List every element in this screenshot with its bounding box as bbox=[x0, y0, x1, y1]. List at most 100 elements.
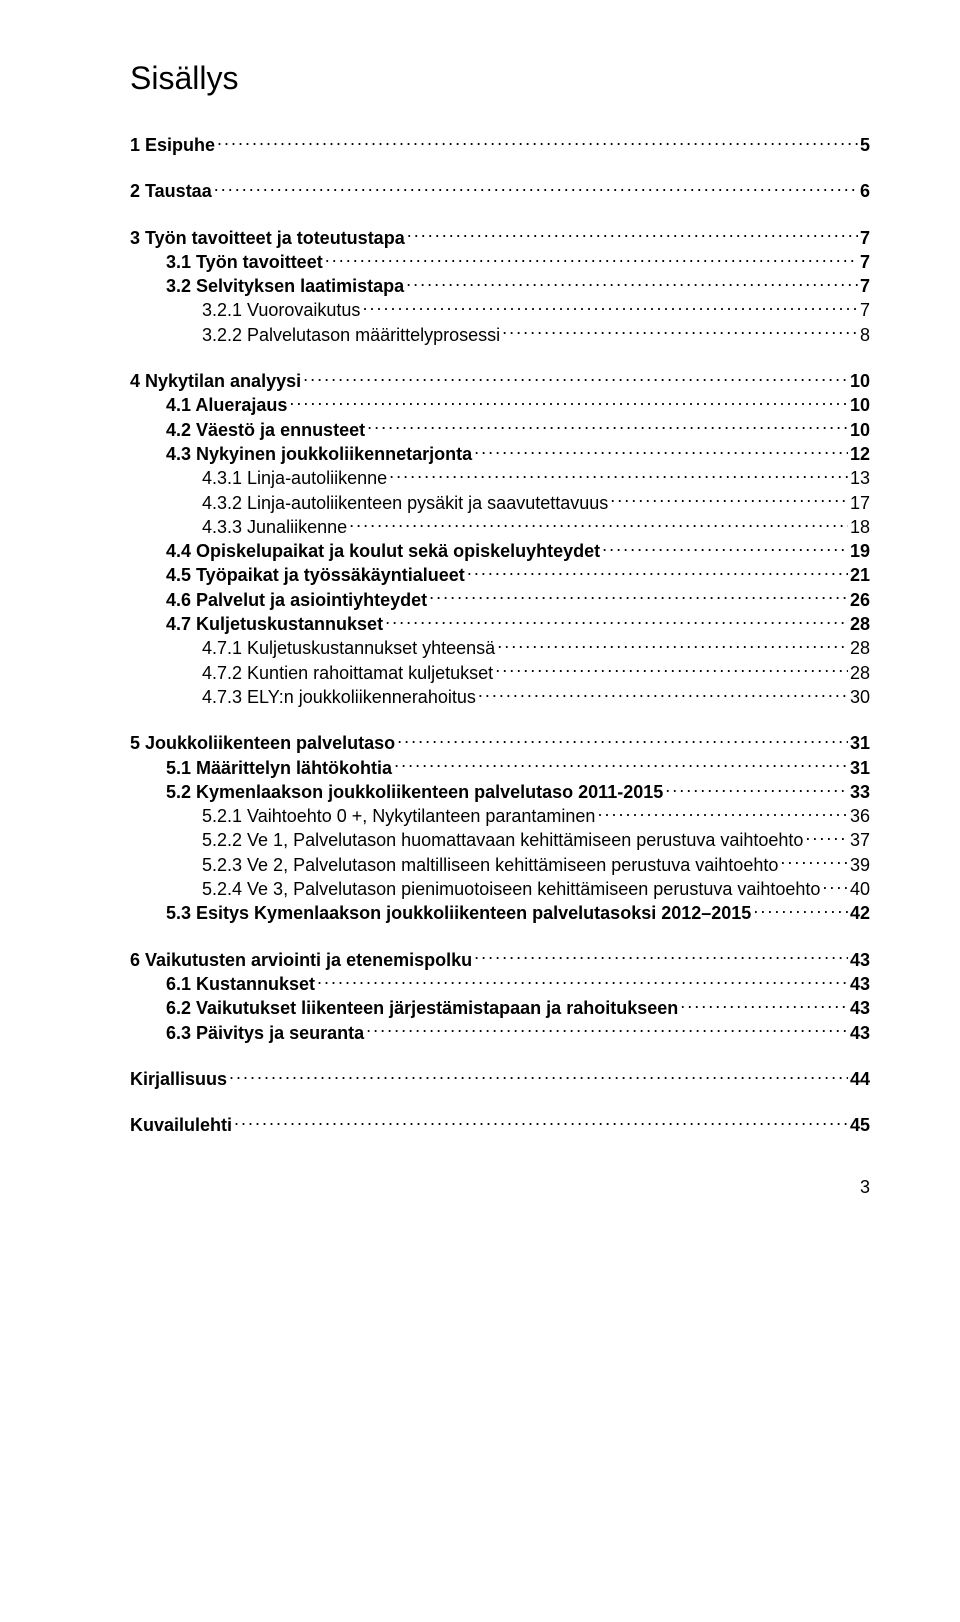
page-number: 3 bbox=[130, 1177, 870, 1198]
toc-entry-label: 5 Joukkoliikenteen palvelutaso bbox=[130, 731, 395, 755]
toc-entry: 1 Esipuhe5 bbox=[130, 133, 870, 157]
toc-entry-page: 10 bbox=[850, 393, 870, 417]
toc-leader-dots bbox=[495, 661, 848, 679]
toc-entry-page: 33 bbox=[850, 780, 870, 804]
toc-entry-page: 7 bbox=[860, 226, 870, 250]
toc-entry-page: 45 bbox=[850, 1113, 870, 1137]
toc-entry-page: 28 bbox=[850, 636, 870, 660]
toc-entry: 6.2 Vaikutukset liikenteen järjestämista… bbox=[166, 996, 870, 1020]
toc-entry-label: 6 Vaikutusten arviointi ja etenemispolku bbox=[130, 948, 472, 972]
toc-entry: 4.3.2 Linja-autoliikenteen pysäkit ja sa… bbox=[202, 491, 870, 515]
toc-entry-page: 28 bbox=[850, 612, 870, 636]
toc-entry-label: 3 Työn tavoitteet ja toteutustapa bbox=[130, 226, 405, 250]
toc-entry-page: 12 bbox=[850, 442, 870, 466]
toc-leader-dots bbox=[665, 780, 848, 798]
toc-entry-page: 19 bbox=[850, 539, 870, 563]
toc-leader-dots bbox=[502, 323, 858, 341]
toc-entry: 6.1 Kustannukset 43 bbox=[166, 972, 870, 996]
toc-entry: Kirjallisuus 44 bbox=[130, 1067, 870, 1091]
toc-entry: 5.2.2 Ve 1, Palvelutason huomattavaan ke… bbox=[202, 828, 870, 852]
toc-entry-page: 13 bbox=[850, 466, 870, 490]
toc-leader-dots bbox=[367, 418, 848, 436]
toc-entry-page: 8 bbox=[860, 323, 870, 347]
toc-entry-label: 4.3 Nykyinen joukkoliikennetarjonta bbox=[166, 442, 472, 466]
toc-entry-label: 6.1 Kustannukset bbox=[166, 972, 315, 996]
toc-entry: 5 Joukkoliikenteen palvelutaso 31 bbox=[130, 731, 870, 755]
toc-leader-dots bbox=[602, 539, 848, 557]
toc-leader-dots bbox=[822, 877, 848, 895]
toc-entry: 3.2 Selvityksen laatimistapa7 bbox=[166, 274, 870, 298]
toc-entry: 4.3 Nykyinen joukkoliikennetarjonta 12 bbox=[166, 442, 870, 466]
toc-entry: 3.2.2 Palvelutason määrittelyprosessi 8 bbox=[202, 323, 870, 347]
toc-entry-page: 17 bbox=[850, 491, 870, 515]
toc-entry: 2 Taustaa6 bbox=[130, 179, 870, 203]
toc-leader-dots bbox=[474, 948, 848, 966]
toc-leader-dots bbox=[217, 133, 858, 151]
toc-entry-page: 36 bbox=[850, 804, 870, 828]
toc-entry-page: 21 bbox=[850, 563, 870, 587]
toc-leader-dots bbox=[753, 901, 848, 919]
toc-leader-dots bbox=[289, 393, 848, 411]
toc-entry: 4.6 Palvelut ja asiointiyhteydet26 bbox=[166, 588, 870, 612]
toc-leader-dots bbox=[407, 226, 858, 244]
toc-entry: 3.2.1 Vuorovaikutus7 bbox=[202, 298, 870, 322]
toc-entry-page: 43 bbox=[850, 972, 870, 996]
toc-entry-page: 10 bbox=[850, 369, 870, 393]
toc-entry-label: 4.3.1 Linja-autoliikenne bbox=[202, 466, 387, 490]
toc-entry: 5.2.3 Ve 2, Palvelutason maltilliseen ke… bbox=[202, 853, 870, 877]
toc-entry-page: 31 bbox=[850, 731, 870, 755]
toc-leader-dots bbox=[366, 1021, 848, 1039]
toc-entry-label: 5.2.3 Ve 2, Palvelutason maltilliseen ke… bbox=[202, 853, 778, 877]
toc-leader-dots bbox=[467, 563, 848, 581]
toc-entry-page: 44 bbox=[850, 1067, 870, 1091]
toc-entry: 6.3 Päivitys ja seuranta43 bbox=[166, 1021, 870, 1045]
toc-entry-label: 4.2 Väestö ja ennusteet bbox=[166, 418, 365, 442]
toc-leader-dots bbox=[349, 515, 848, 533]
toc-entry-label: 3.2.2 Palvelutason määrittelyprosessi bbox=[202, 323, 500, 347]
document-page: Sisällys 1 Esipuhe52 Taustaa63 Työn tavo… bbox=[0, 0, 960, 1238]
toc-leader-dots bbox=[394, 756, 848, 774]
toc-entry-page: 31 bbox=[850, 756, 870, 780]
toc-entry: 4.2 Väestö ja ennusteet10 bbox=[166, 418, 870, 442]
toc-entry: 4.1 Aluerajaus 10 bbox=[166, 393, 870, 417]
toc-entry: 5.2 Kymenlaakson joukkoliikenteen palvel… bbox=[166, 780, 870, 804]
toc-entry-page: 42 bbox=[850, 901, 870, 925]
toc-leader-dots bbox=[303, 369, 848, 387]
toc-entry-page: 7 bbox=[860, 250, 870, 274]
toc-entry-page: 39 bbox=[850, 853, 870, 877]
toc-entry-page: 43 bbox=[850, 996, 870, 1020]
toc-entry-label: 4.7.2 Kuntien rahoittamat kuljetukset bbox=[202, 661, 493, 685]
toc-entry: 4.5 Työpaikat ja työssäkäyntialueet21 bbox=[166, 563, 870, 587]
toc-entry-label: 4.1 Aluerajaus bbox=[166, 393, 287, 417]
toc-entry-label: 3.2.1 Vuorovaikutus bbox=[202, 298, 360, 322]
toc-list: 1 Esipuhe5 2 Taustaa6 3 Työn tavoitteet ja… bbox=[130, 133, 870, 1137]
toc-entry-label: 4.3.3 Junaliikenne bbox=[202, 515, 347, 539]
toc-entry-label: 5.2.4 Ve 3, Palvelutason pienimuotoiseen… bbox=[202, 877, 820, 901]
toc-leader-dots bbox=[389, 466, 848, 484]
toc-leader-dots bbox=[234, 1113, 848, 1131]
toc-entry: 4.7.2 Kuntien rahoittamat kuljetukset28 bbox=[202, 661, 870, 685]
toc-entry-label: Kirjallisuus bbox=[130, 1067, 227, 1091]
toc-entry: 4.3.1 Linja-autoliikenne 13 bbox=[202, 466, 870, 490]
toc-entry: 4.7.1 Kuljetuskustannukset yhteensä28 bbox=[202, 636, 870, 660]
toc-leader-dots bbox=[317, 972, 848, 990]
toc-entry-label: 5.3 Esitys Kymenlaakson joukkoliikenteen… bbox=[166, 901, 751, 925]
toc-entry-label: 5.2.2 Ve 1, Palvelutason huomattavaan ke… bbox=[202, 828, 803, 852]
toc-leader-dots bbox=[406, 274, 858, 292]
toc-entry-label: 3.1 Työn tavoitteet bbox=[166, 250, 323, 274]
toc-leader-dots bbox=[214, 179, 858, 197]
toc-entry-label: 6.2 Vaikutukset liikenteen järjestämista… bbox=[166, 996, 678, 1020]
toc-entry: 5.2.1 Vaihtoehto 0 +, Nykytilanteen para… bbox=[202, 804, 870, 828]
toc-leader-dots bbox=[429, 588, 848, 606]
toc-leader-dots bbox=[229, 1067, 848, 1085]
toc-entry: 3.1 Työn tavoitteet 7 bbox=[166, 250, 870, 274]
toc-leader-dots bbox=[780, 853, 848, 871]
toc-entry-page: 5 bbox=[860, 133, 870, 157]
toc-entry: 4 Nykytilan analyysi10 bbox=[130, 369, 870, 393]
toc-entry-page: 26 bbox=[850, 588, 870, 612]
toc-entry: 5.2.4 Ve 3, Palvelutason pienimuotoiseen… bbox=[202, 877, 870, 901]
toc-entry: 4.7.3 ELY:n joukkoliikennerahoitus30 bbox=[202, 685, 870, 709]
toc-entry: 5.1 Määrittelyn lähtökohtia31 bbox=[166, 756, 870, 780]
toc-entry-label: 4.7.3 ELY:n joukkoliikennerahoitus bbox=[202, 685, 476, 709]
toc-entry-page: 6 bbox=[860, 179, 870, 203]
